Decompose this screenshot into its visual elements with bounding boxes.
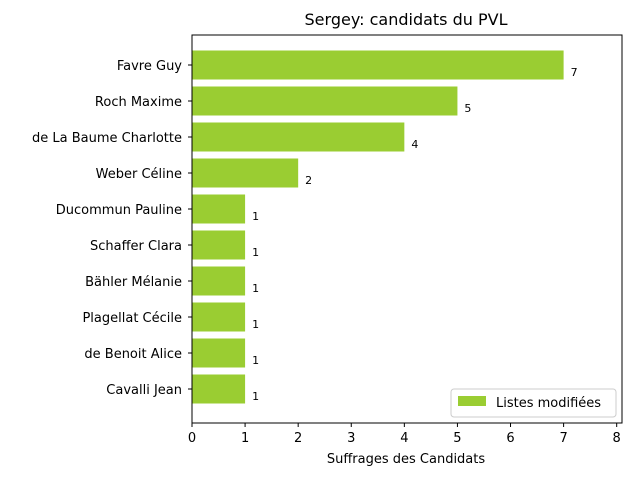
data-label: 1 bbox=[252, 318, 259, 331]
data-label: 1 bbox=[252, 390, 259, 403]
legend-swatch bbox=[458, 396, 486, 406]
y-tick-label: Schaffer Clara bbox=[90, 239, 182, 254]
y-tick-label: de La Baume Charlotte bbox=[32, 131, 182, 146]
bar bbox=[192, 86, 458, 116]
y-tick-label: Roch Maxime bbox=[95, 95, 182, 110]
x-tick-label: 4 bbox=[400, 431, 408, 446]
y-tick-label: Cavalli Jean bbox=[106, 383, 182, 398]
data-label: 2 bbox=[305, 174, 312, 187]
data-label: 1 bbox=[252, 246, 259, 259]
x-tick-label: 3 bbox=[347, 431, 355, 446]
bar bbox=[192, 50, 564, 80]
legend: Listes modifiées bbox=[450, 388, 617, 418]
y-tick-label: Weber Céline bbox=[96, 167, 182, 182]
legend-frame bbox=[450, 388, 617, 418]
data-labels-group: 7 5 4 2 1 1 1 1 1 1 bbox=[252, 66, 578, 403]
y-tick-label: de Benoit Alice bbox=[84, 347, 182, 362]
chart-title: Sergey: candidats du PVL bbox=[305, 10, 508, 29]
y-tick-label: Plagellat Cécile bbox=[82, 311, 182, 326]
bar bbox=[192, 230, 246, 260]
y-tick-label: Ducommun Pauline bbox=[56, 203, 182, 218]
bar bbox=[192, 122, 405, 152]
x-axis-ticks: 0 1 2 3 4 5 6 7 8 bbox=[188, 423, 621, 446]
y-tick-label: Bähler Mélanie bbox=[85, 275, 182, 290]
data-label: 4 bbox=[411, 138, 418, 151]
data-label: 7 bbox=[571, 66, 578, 79]
legend-label: Listes modifiées bbox=[496, 396, 601, 411]
data-label: 1 bbox=[252, 210, 259, 223]
bar bbox=[192, 374, 246, 404]
data-label: 5 bbox=[464, 102, 471, 115]
bars-group bbox=[192, 50, 564, 404]
x-tick-label: 2 bbox=[294, 431, 302, 446]
x-tick-label: 5 bbox=[453, 431, 461, 446]
bar bbox=[192, 302, 246, 332]
bar bbox=[192, 266, 246, 296]
bar bbox=[192, 338, 246, 368]
bar bbox=[192, 194, 246, 224]
y-tick-label: Favre Guy bbox=[117, 59, 182, 74]
y-axis-ticks: Favre Guy Roch Maxime de La Baume Charlott… bbox=[32, 59, 192, 398]
x-tick-label: 6 bbox=[506, 431, 514, 446]
x-tick-label: 7 bbox=[559, 431, 567, 446]
data-label: 1 bbox=[252, 354, 259, 367]
x-tick-label: 1 bbox=[241, 431, 249, 446]
bar bbox=[192, 158, 299, 188]
plot-frame bbox=[191, 34, 623, 424]
data-label: 1 bbox=[252, 282, 259, 295]
x-tick-label: 8 bbox=[613, 431, 621, 446]
x-tick-label: 0 bbox=[188, 431, 196, 446]
x-axis-label: Suffrages des Candidats bbox=[327, 452, 486, 467]
